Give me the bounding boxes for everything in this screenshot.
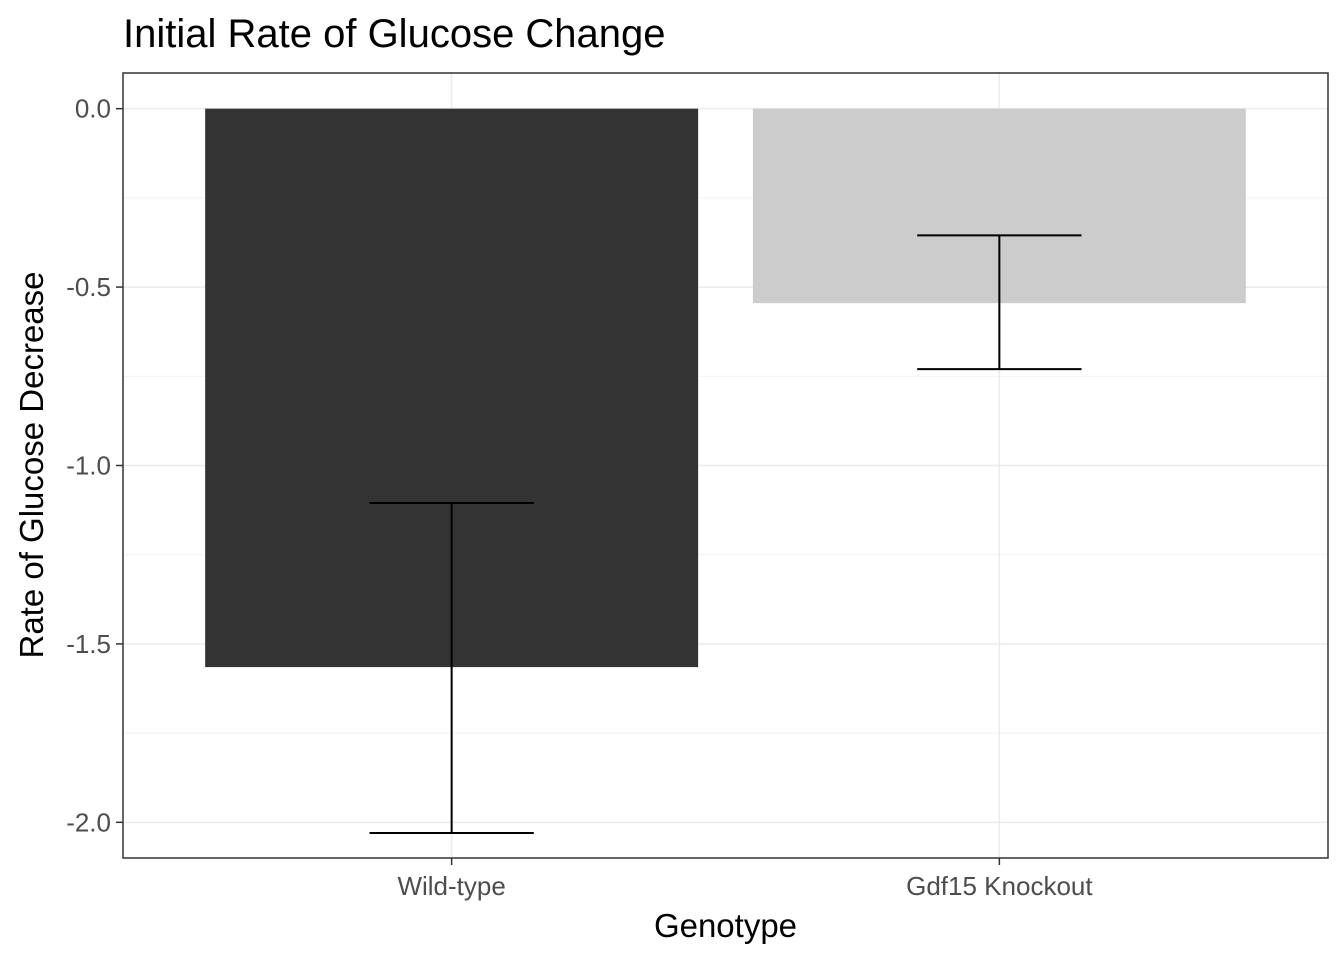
x-axis-title: Genotype (654, 907, 797, 944)
y-axis-title: Rate of Glucose Decrease (13, 271, 50, 658)
y-tick-label: -1.0 (66, 451, 111, 481)
chart-title: Initial Rate of Glucose Change (123, 12, 666, 56)
x-tick-label: Gdf15 Knockout (906, 871, 1093, 901)
y-tick-label: -1.5 (66, 629, 111, 659)
y-tick-label: -2.0 (66, 807, 111, 837)
y-tick-label: 0.0 (75, 94, 111, 124)
x-tick-label: Wild-type (397, 871, 505, 901)
y-tick-label: -0.5 (66, 272, 111, 302)
x-axis: Wild-type Gdf15 Knockout (397, 858, 1093, 901)
error-bars (369, 234, 1082, 835)
y-axis: 0.0 -0.5 -1.0 -1.5 -2.0 (66, 94, 123, 837)
